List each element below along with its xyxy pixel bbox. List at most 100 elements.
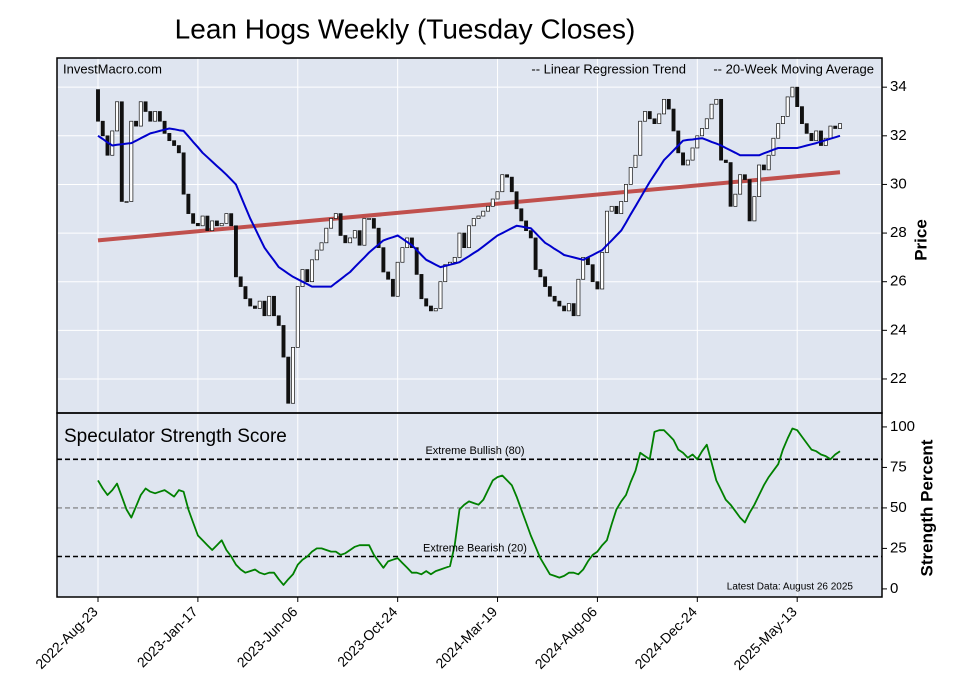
- candle: [547, 286, 552, 297]
- candle: [776, 123, 781, 139]
- candle: [314, 249, 319, 261]
- candle: [291, 346, 295, 404]
- candle: [823, 137, 828, 146]
- candle: [638, 120, 643, 156]
- y-tick-label: 28: [890, 224, 907, 241]
- y-tick-label: 25: [890, 539, 907, 556]
- candle: [562, 305, 567, 312]
- candle: [386, 271, 391, 280]
- candle: [676, 130, 681, 154]
- reference-label: Extreme Bullish (80): [425, 445, 524, 457]
- candle: [695, 135, 700, 149]
- y-tick-label: 50: [890, 499, 907, 516]
- candle: [281, 325, 286, 358]
- candle: [96, 89, 100, 122]
- candle: [200, 215, 205, 227]
- x-tick-label: 2023-Jun-06: [234, 603, 301, 670]
- candle: [381, 247, 386, 273]
- candle: [600, 252, 605, 290]
- candle: [181, 152, 186, 195]
- candle: [343, 235, 348, 244]
- candle: [253, 305, 257, 309]
- candle: [495, 191, 500, 200]
- candle: [671, 108, 676, 132]
- candle: [681, 152, 685, 166]
- candle: [162, 120, 167, 134]
- candle: [785, 96, 790, 117]
- candle: [604, 210, 609, 253]
- x-tick-label: 2024-Mar-19: [432, 603, 500, 671]
- y-tick-label: 100: [890, 418, 915, 435]
- y-tick-label: 26: [890, 273, 907, 290]
- candle: [571, 303, 576, 317]
- candle: [371, 218, 376, 229]
- candle: [134, 120, 139, 127]
- candle: [543, 276, 548, 287]
- candle: [219, 222, 224, 227]
- candle: [538, 269, 543, 278]
- candle: [595, 281, 600, 290]
- candle: [433, 308, 438, 312]
- candle: [348, 237, 353, 244]
- series-line: [97, 127, 841, 288]
- candle: [286, 356, 291, 404]
- candle: [557, 300, 562, 307]
- y-tick-label: 24: [890, 321, 907, 338]
- candle: [652, 118, 657, 125]
- candle: [752, 196, 757, 222]
- chart-title: Lean Hogs Weekly (Tuesday Closes): [175, 13, 636, 44]
- candle: [476, 215, 481, 219]
- candle: [395, 261, 400, 297]
- candle: [566, 303, 571, 312]
- candle: [747, 179, 752, 222]
- candle: [400, 247, 405, 263]
- candle: [771, 137, 776, 156]
- candle: [714, 98, 719, 105]
- candle: [647, 111, 652, 120]
- candle: [243, 286, 248, 300]
- candle: [262, 300, 267, 317]
- candle: [428, 305, 433, 312]
- candle: [338, 213, 343, 236]
- trend-line: [97, 170, 841, 243]
- candle: [176, 145, 181, 154]
- candle: [357, 230, 362, 246]
- candle: [471, 218, 476, 227]
- candle: [295, 286, 300, 348]
- y-tick-label: 34: [890, 78, 907, 95]
- candle: [733, 193, 738, 207]
- candle: [486, 205, 490, 212]
- x-tick-label: 2023-Jan-17: [134, 603, 201, 670]
- candle: [581, 257, 586, 280]
- source: InvestMacro.com: [63, 61, 162, 76]
- y-tick-label: 0: [890, 580, 898, 597]
- candle: [148, 111, 153, 122]
- candle: [452, 257, 457, 263]
- y-tick-label: 30: [890, 175, 907, 192]
- x-tick-label: 2025-May-13: [730, 603, 800, 673]
- y-tick-label: 75: [890, 458, 907, 475]
- candle: [624, 184, 628, 202]
- panel-title: Speculator Strength Score: [64, 426, 287, 447]
- candle: [643, 111, 647, 122]
- candle: [685, 159, 690, 166]
- candle: [324, 227, 329, 244]
- y-axis-label: Price: [911, 219, 930, 261]
- series-line: [97, 427, 841, 586]
- candle: [129, 120, 134, 202]
- candle: [195, 222, 200, 227]
- candle: [609, 205, 614, 212]
- candle: [352, 230, 357, 239]
- candle: [666, 98, 671, 110]
- candle: [224, 213, 229, 224]
- candle: [619, 201, 624, 214]
- candle: [799, 106, 804, 125]
- candle: [110, 130, 115, 156]
- candle: [143, 101, 148, 112]
- candle: [614, 205, 619, 214]
- candle: [728, 162, 733, 207]
- y-axis-label: Strength Percent: [917, 439, 936, 576]
- candle: [809, 133, 814, 142]
- y-tick-label: 22: [890, 370, 907, 387]
